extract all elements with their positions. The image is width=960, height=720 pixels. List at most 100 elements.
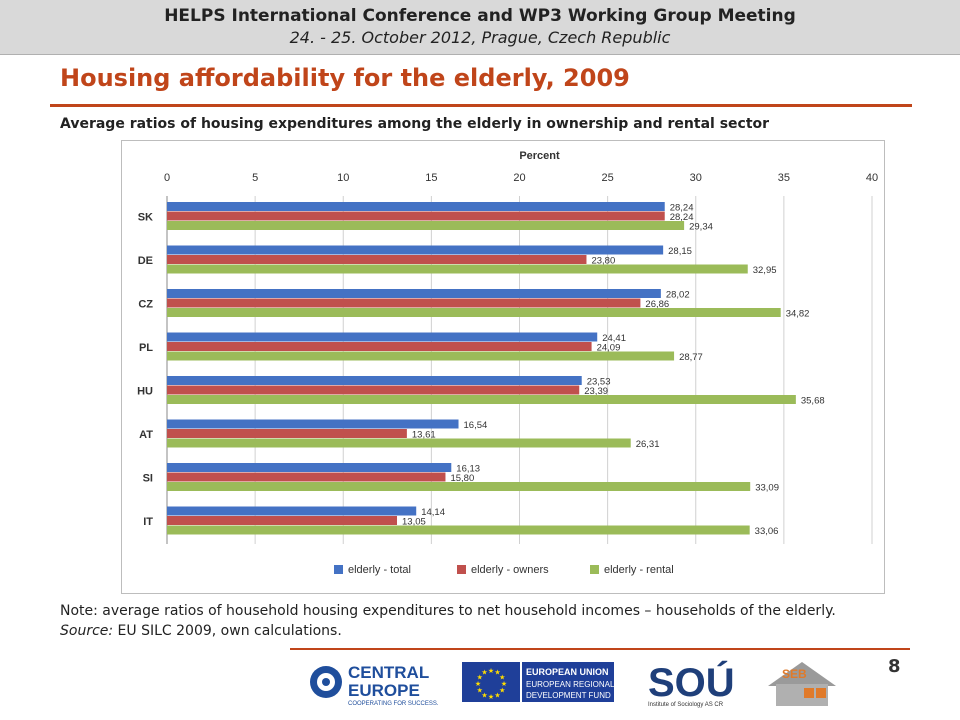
legend-swatch [334, 565, 343, 574]
category-label: IT [143, 516, 153, 528]
seb-logo-text: SEB [782, 667, 807, 681]
bar-elderly-total [167, 332, 598, 342]
bar-elderly-rental [167, 221, 685, 230]
data-label: 35,68 [801, 396, 825, 407]
conference-header: HELPS International Conference and WP3 W… [0, 0, 960, 55]
source-label: Source: [60, 623, 114, 639]
data-label: 15,80 [450, 473, 474, 484]
eu-logo-line3: DEVELOPMENT FUND [526, 691, 611, 700]
data-label: 32,95 [753, 265, 777, 276]
bar-elderly-rental [167, 482, 751, 491]
data-label: 28,24 [670, 203, 694, 214]
eu-star-icon: ★ [488, 667, 494, 675]
eu-star-icon: ★ [499, 674, 505, 682]
bar-elderly-total [167, 245, 664, 255]
data-label: 24,09 [597, 343, 621, 354]
eu-star-icon: ★ [494, 691, 500, 699]
axis-title: Percent [519, 150, 560, 162]
x-tick-label: 40 [866, 172, 878, 184]
category-label: CZ [138, 298, 153, 310]
legend-swatch [457, 565, 466, 574]
eu-erdf-logo: ★ ★ ★ ★ ★ ★ ★ ★ ★ ★ ★ ★ EUROPEAN UNION EUROPEAN REG… [458, 658, 618, 708]
data-label: 26,31 [636, 439, 660, 450]
bar-elderly-owners [167, 385, 580, 395]
page-title: Housing affordability for the elderly, 2… [60, 64, 630, 92]
data-label: 28,77 [679, 352, 703, 363]
bar-elderly-owners [167, 255, 587, 264]
bar-elderly-total [167, 419, 459, 429]
bar-elderly-rental [167, 525, 750, 535]
x-tick-label: 35 [778, 172, 790, 184]
data-label: 26,86 [645, 299, 669, 310]
soc-logo-caption: Institute of Sociology AS CR [648, 702, 724, 708]
eu-star-icon: ★ [488, 693, 494, 701]
conference-title: HELPS International Conference and WP3 W… [164, 6, 796, 26]
legend-label: elderly - rental [604, 564, 674, 576]
legend-swatch [590, 565, 599, 574]
chart-frame: Percent 0 5 10 15 20 25 30 35 40 SK 28,24 28,24 29,34… [121, 140, 885, 594]
data-label: 33,09 [755, 483, 779, 494]
chart-source: Source: EU SILC 2009, own calculations. [60, 623, 342, 639]
category-label: HU [137, 385, 153, 397]
data-label: 24,41 [602, 333, 626, 344]
bar-elderly-owners [167, 211, 665, 221]
eu-stars-icon: ★★★★★★★★★ ★ ★★ [475, 667, 507, 701]
central-europe-logo-graphic: CENTRAL EUROPE COOPERATING FOR SUCCESS. [310, 663, 439, 707]
page-number: 8 [888, 656, 901, 677]
data-label: 29,34 [689, 222, 713, 233]
bar-elderly-rental [167, 395, 796, 404]
bar-elderly-total [167, 463, 452, 472]
footer-divider [290, 648, 910, 650]
x-tick-label: 10 [337, 172, 349, 184]
chart-note: Note: average ratios of household housin… [60, 603, 836, 619]
data-label: 34,82 [786, 309, 810, 320]
data-label: 23,39 [584, 386, 608, 397]
source-text: EU SILC 2009, own calculations. [113, 623, 342, 639]
data-label: 28,24 [670, 212, 694, 223]
data-label: 16,13 [456, 464, 480, 475]
eu-logo-line1: EUROPEAN UNION [526, 667, 609, 677]
eu-star-icon: ★ [494, 669, 500, 677]
legend-label: elderly - total [348, 564, 411, 576]
bar-elderly-owners [167, 342, 592, 351]
x-tick-label: 0 [164, 172, 170, 184]
bar-elderly-total [167, 202, 665, 211]
sociology-institute-logo-graphic: SOÚ Institute of Sociology AS CR [648, 659, 735, 708]
conference-date-location: 24. - 25. October 2012, Prague, Czech Re… [289, 28, 671, 47]
eu-erdf-logo-graphic: ★★★★★★★★★ ★ ★★ EUROPEAN UNION EUROPEAN REG… [462, 662, 615, 702]
category-label: DE [138, 255, 153, 267]
eu-star-icon: ★ [481, 669, 487, 677]
bar-elderly-owners [167, 472, 446, 482]
bar-elderly-rental [167, 308, 781, 317]
category-label: SI [143, 472, 153, 484]
data-label: 23,80 [591, 256, 615, 267]
bar-elderly-total [167, 289, 661, 298]
seb-logo: SEB [762, 658, 842, 708]
sociology-institute-logo: SOÚ Institute of Sociology AS CR [640, 658, 750, 708]
x-tick-label: 15 [425, 172, 437, 184]
x-tick-label: 5 [252, 172, 258, 184]
x-tick-label: 30 [690, 172, 702, 184]
soc-logo-text: SOÚ [648, 659, 735, 705]
title-divider [50, 104, 912, 107]
central-europe-logo-line1: CENTRAL [348, 663, 429, 682]
bar-elderly-rental [167, 264, 748, 274]
data-label: 23,53 [587, 377, 611, 388]
eu-star-icon: ★ [475, 680, 481, 688]
category-label: PL [139, 342, 153, 354]
data-label: 14,14 [421, 507, 445, 518]
bar-elderly-owners [167, 516, 398, 525]
chart-subtitle: Average ratios of housing expenditures a… [60, 116, 770, 132]
data-label: 16,54 [464, 420, 488, 431]
data-label: 28,15 [668, 246, 692, 257]
eu-star-icon: ★ [477, 687, 483, 695]
data-label: 33,06 [755, 526, 779, 537]
bar-elderly-owners [167, 298, 641, 308]
bar-elderly-total [167, 506, 417, 516]
data-label: 13,05 [402, 517, 426, 528]
data-label: 28,02 [666, 290, 690, 301]
eu-star-icon: ★ [501, 680, 507, 688]
eu-star-icon: ★ [477, 674, 483, 682]
x-tick-label: 20 [513, 172, 525, 184]
